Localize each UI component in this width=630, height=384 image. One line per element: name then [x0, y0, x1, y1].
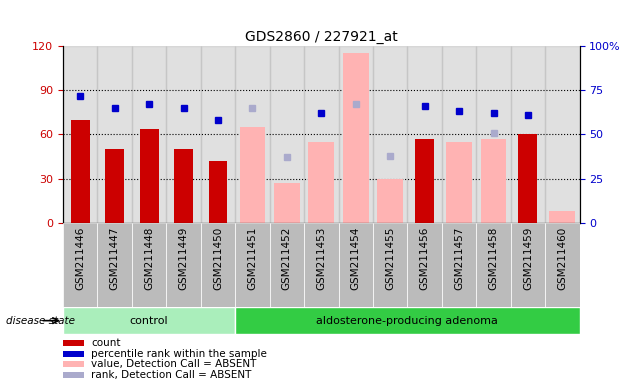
Bar: [338, 46, 373, 223]
Bar: [63, 340, 84, 346]
FancyBboxPatch shape: [338, 223, 373, 307]
Bar: [274, 183, 300, 223]
FancyBboxPatch shape: [63, 307, 235, 334]
Bar: [71, 120, 89, 223]
Text: GSM211460: GSM211460: [558, 227, 568, 290]
Bar: [63, 46, 98, 223]
Text: GSM211454: GSM211454: [351, 227, 361, 290]
Bar: [446, 142, 472, 223]
FancyBboxPatch shape: [408, 223, 442, 307]
Bar: [201, 46, 235, 223]
FancyBboxPatch shape: [270, 223, 304, 307]
Text: GSM211455: GSM211455: [385, 227, 395, 290]
Bar: [415, 139, 434, 223]
Text: disease state: disease state: [6, 316, 76, 326]
Bar: [63, 361, 84, 367]
FancyBboxPatch shape: [476, 223, 511, 307]
Bar: [545, 46, 580, 223]
Text: GSM211458: GSM211458: [488, 227, 498, 290]
Bar: [239, 127, 265, 223]
Bar: [373, 46, 408, 223]
FancyBboxPatch shape: [201, 223, 235, 307]
Bar: [209, 161, 227, 223]
Bar: [235, 46, 270, 223]
Text: percentile rank within the sample: percentile rank within the sample: [91, 349, 267, 359]
Bar: [511, 46, 545, 223]
Bar: [63, 351, 84, 357]
FancyBboxPatch shape: [511, 223, 545, 307]
Bar: [166, 46, 201, 223]
Bar: [98, 46, 132, 223]
FancyBboxPatch shape: [545, 223, 580, 307]
Text: GSM211449: GSM211449: [178, 227, 188, 290]
Text: GSM211451: GSM211451: [248, 227, 258, 290]
Bar: [174, 149, 193, 223]
Text: GSM211453: GSM211453: [316, 227, 326, 290]
Bar: [481, 139, 507, 223]
FancyBboxPatch shape: [235, 307, 580, 334]
Text: rank, Detection Call = ABSENT: rank, Detection Call = ABSENT: [91, 370, 252, 380]
Bar: [343, 53, 369, 223]
Text: GSM211447: GSM211447: [110, 227, 120, 290]
Text: value, Detection Call = ABSENT: value, Detection Call = ABSENT: [91, 359, 257, 369]
Text: GSM211459: GSM211459: [523, 227, 533, 290]
Bar: [270, 46, 304, 223]
Bar: [105, 149, 124, 223]
Bar: [377, 179, 403, 223]
Bar: [518, 134, 537, 223]
Text: GSM211446: GSM211446: [75, 227, 85, 290]
Bar: [304, 46, 338, 223]
Bar: [476, 46, 511, 223]
Text: GSM211456: GSM211456: [420, 227, 430, 290]
FancyBboxPatch shape: [166, 223, 201, 307]
FancyBboxPatch shape: [373, 223, 408, 307]
FancyBboxPatch shape: [63, 223, 98, 307]
Text: GSM211450: GSM211450: [213, 227, 223, 290]
FancyBboxPatch shape: [304, 223, 338, 307]
Bar: [140, 129, 159, 223]
FancyBboxPatch shape: [98, 223, 132, 307]
Bar: [549, 211, 575, 223]
Text: GSM211457: GSM211457: [454, 227, 464, 290]
Text: GSM211448: GSM211448: [144, 227, 154, 290]
Text: GSM211452: GSM211452: [282, 227, 292, 290]
Title: GDS2860 / 227921_at: GDS2860 / 227921_at: [245, 30, 398, 44]
Bar: [309, 142, 334, 223]
FancyBboxPatch shape: [235, 223, 270, 307]
Bar: [442, 46, 476, 223]
Text: control: control: [130, 316, 168, 326]
Bar: [63, 372, 84, 378]
Text: count: count: [91, 338, 121, 348]
Text: aldosterone-producing adenoma: aldosterone-producing adenoma: [316, 316, 498, 326]
FancyBboxPatch shape: [442, 223, 476, 307]
Bar: [408, 46, 442, 223]
Bar: [132, 46, 166, 223]
FancyBboxPatch shape: [132, 223, 166, 307]
